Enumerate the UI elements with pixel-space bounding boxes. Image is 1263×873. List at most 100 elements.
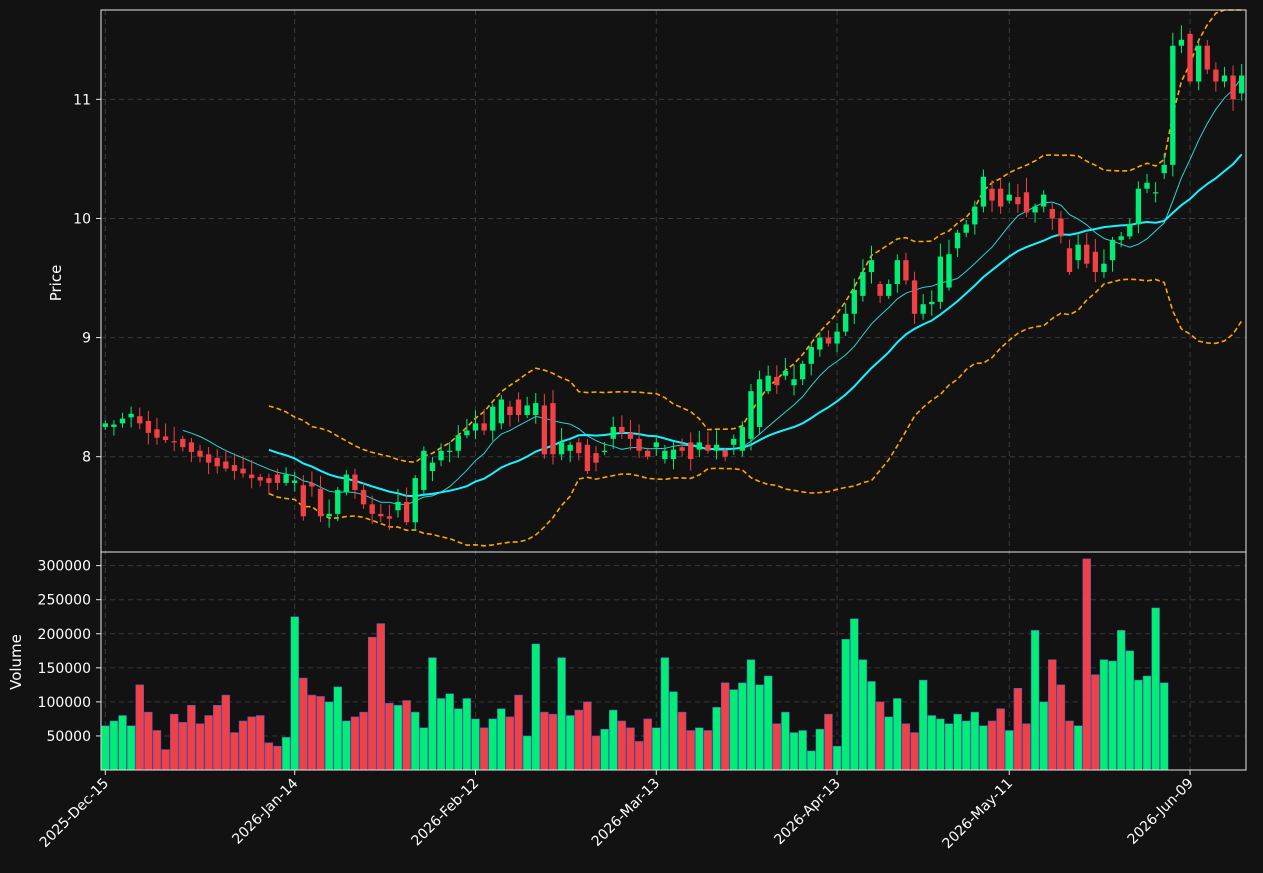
candle-body (386, 516, 393, 519)
bollinger-bands (268, 9, 1243, 547)
volume-panel-frame (100, 551, 1247, 771)
volume-bar (961, 720, 971, 771)
candle-body (558, 442, 565, 455)
candle-body (119, 418, 126, 424)
candle-body (438, 450, 444, 461)
candle-body (722, 450, 728, 457)
candle-body (335, 490, 341, 514)
candle-body (567, 444, 573, 451)
candle-body (808, 347, 814, 364)
volume-bar (213, 705, 222, 771)
volume-bar (893, 698, 902, 771)
volume-bar (1065, 720, 1074, 771)
grid-lines (101, 10, 1246, 770)
volume-bar (996, 708, 1005, 771)
candle-body (679, 447, 685, 451)
candle-body (920, 304, 926, 314)
volume-bar (738, 682, 747, 771)
volume-bar (1160, 682, 1169, 771)
volume-bar (359, 711, 368, 771)
volume-bar (910, 732, 919, 771)
candle-body (1213, 69, 1219, 82)
volume-bar (600, 728, 609, 771)
volume-bar (677, 711, 687, 771)
volume-bar (126, 725, 136, 771)
candle-body (524, 405, 530, 416)
volume-bar (195, 723, 205, 771)
price-candles (102, 25, 1245, 531)
candle-body (111, 424, 117, 427)
candle-body (1187, 33, 1193, 82)
candle-body (188, 442, 195, 452)
candle-body (171, 441, 177, 443)
candle-body (1127, 224, 1133, 237)
candle-body (197, 450, 203, 457)
candle-body (756, 379, 763, 427)
bollinger-upper-line (268, 9, 1242, 464)
candle-body (1041, 194, 1047, 207)
volume-bar (944, 723, 954, 771)
candle-body (1170, 45, 1176, 165)
candle-body (765, 375, 771, 392)
volume-bar (350, 716, 360, 771)
candle-body (1178, 39, 1185, 46)
volume-bar (858, 659, 868, 771)
volume-bar (1073, 725, 1083, 771)
candle-body (645, 450, 651, 457)
volume-bar (428, 657, 437, 771)
volume-bar (987, 720, 997, 771)
volume-bar (204, 715, 213, 771)
volume-bar (807, 750, 816, 771)
volume-bar (445, 693, 454, 771)
candle-body (670, 449, 677, 460)
volume-bar (1108, 660, 1117, 771)
candle-body (601, 450, 608, 452)
candle-body (248, 474, 255, 479)
volume-bar (970, 711, 980, 771)
candle-body (774, 376, 780, 386)
volume-bar (979, 725, 988, 771)
candle-body (137, 416, 143, 424)
volume-tick-label: 50000 (46, 729, 91, 745)
volume-bar (850, 618, 859, 771)
volume-bar (522, 735, 532, 771)
candle-body (446, 450, 453, 452)
candle-body (274, 474, 281, 483)
volume-bar (109, 720, 119, 771)
candle-body (877, 283, 883, 296)
volume-bar (841, 638, 850, 771)
candle-body (1075, 244, 1081, 261)
volume-bar (729, 689, 738, 771)
candle-body (292, 480, 298, 483)
volume-bar (367, 636, 377, 771)
candle-body (713, 444, 720, 451)
candle-body (360, 490, 367, 505)
candle-body (154, 429, 160, 438)
candle-body (214, 457, 220, 467)
volume-bar (557, 657, 566, 771)
volume-bar (1125, 650, 1134, 771)
candle-body (180, 438, 186, 448)
volume-bar (927, 715, 936, 771)
volume-bar (755, 684, 764, 771)
volume-bar (686, 730, 695, 771)
bollinger-lower-line (268, 278, 1243, 547)
candle-body (102, 423, 108, 427)
volume-bar (144, 711, 153, 771)
volume-bar (307, 694, 317, 771)
candle-body (223, 461, 229, 469)
volume-bar (703, 730, 713, 771)
candle-body (593, 453, 599, 463)
candle-body (162, 436, 169, 441)
candle-body (627, 432, 634, 439)
volume-bar (936, 718, 945, 771)
candle-body (1230, 75, 1236, 100)
candle-body (860, 272, 866, 296)
candle-body (498, 399, 504, 424)
volume-bar (299, 677, 308, 771)
volume-bar (901, 723, 911, 771)
candle-body (309, 482, 315, 487)
volume-bar (712, 707, 721, 771)
candle-body (834, 331, 840, 344)
candle-body (403, 501, 410, 523)
